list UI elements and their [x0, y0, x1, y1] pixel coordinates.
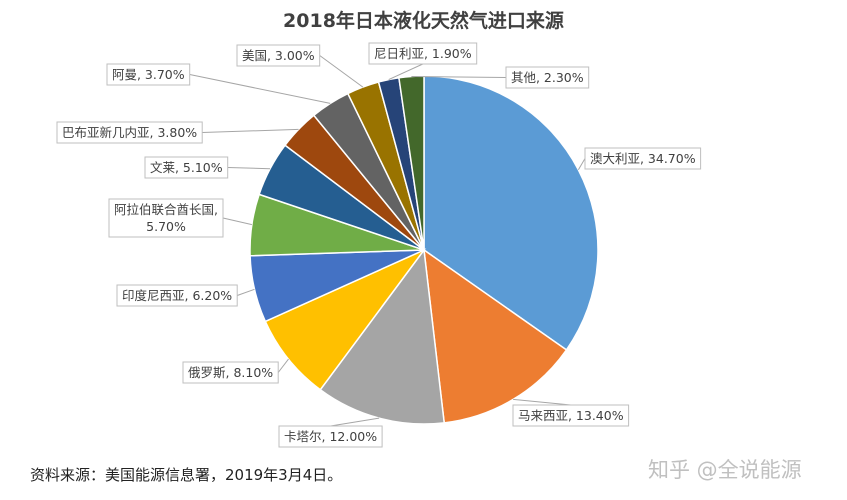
leader-line — [237, 288, 255, 296]
leader-line — [577, 158, 586, 170]
data-label-box — [505, 66, 590, 89]
source-note: 资料来源：美国能源信息署，2019年3月4日。 — [30, 466, 343, 484]
data-label-box — [182, 361, 279, 384]
leader-line — [189, 74, 331, 104]
chart-title: 2018年日本液化天然气进口来源 — [283, 10, 564, 32]
leader-line — [222, 217, 253, 226]
pie-slices — [249, 75, 599, 425]
data-label-box — [584, 147, 702, 170]
leader-lines — [189, 55, 586, 427]
pie-slice — [264, 248, 427, 391]
data-labels: 澳大利亚, 34.70% 马来西亚, 13.40% 卡塔尔, 12.00% 俄罗斯, … — [56, 42, 702, 448]
leader-line — [513, 398, 571, 406]
data-label: 阿拉伯联合酋长国, 5.70% — [114, 202, 218, 234]
data-label: 印度尼西亚, 6.20% — [122, 288, 232, 303]
data-label: 澳大利亚, 34.70% — [590, 151, 696, 166]
data-label: 卡塔尔, 12.00% — [284, 429, 377, 444]
data-label-box — [236, 44, 321, 67]
data-label: 俄罗斯, 8.10% — [188, 365, 273, 380]
data-label: 马来西亚, 13.40% — [518, 408, 624, 423]
data-label-box — [278, 425, 383, 448]
leader-line — [411, 76, 507, 78]
leader-line — [388, 63, 424, 81]
data-label-box — [108, 198, 224, 238]
data-label: 其他, 2.30% — [511, 70, 584, 85]
data-label-box — [512, 404, 630, 427]
data-label-box — [106, 63, 191, 86]
leader-line — [202, 128, 299, 133]
data-label: 阿曼, 3.70% — [112, 67, 185, 82]
data-label-box — [144, 156, 229, 179]
data-label-box — [116, 284, 238, 307]
data-label: 尼日利亚, 1.90% — [374, 46, 472, 61]
data-label: 文莱, 5.10% — [150, 160, 223, 175]
leader-line — [227, 167, 271, 170]
leader-line — [319, 55, 364, 88]
leader-line — [330, 417, 380, 427]
watermark: 知乎 @全说能源 — [648, 458, 802, 482]
data-label: 巴布亚新几内亚, 3.80% — [62, 125, 197, 140]
leader-line — [277, 358, 289, 373]
data-label-box — [56, 121, 203, 144]
pie-slice — [423, 75, 599, 351]
data-label: 美国, 3.00% — [242, 48, 315, 63]
data-label-box — [368, 42, 478, 65]
